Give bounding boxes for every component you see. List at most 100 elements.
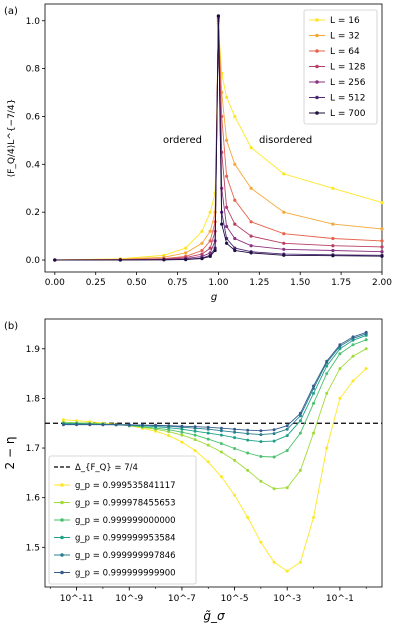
panel-b-series-line: [63, 333, 367, 436]
panel-b-x-axis-label: g̃_σ: [203, 609, 225, 623]
panel-a: (a) 0.00 0.25 0.50 0.75 1.00 1.25 1.50 1.75 2.00…: [4, 3, 392, 303]
panel-b-data-point: [206, 425, 210, 429]
panel-b-legend-marker: [60, 553, 64, 557]
panel-a-data-point: [233, 236, 237, 241]
panel-b-data-point: [233, 447, 237, 450]
panel-a-data-point: [200, 241, 204, 245]
panel-b-data-point: [193, 433, 197, 437]
panel-b-data-point: [312, 516, 315, 519]
panel-b-legend-marker: [60, 518, 64, 522]
panel-a-data-point: [225, 224, 229, 229]
panel-a-y-axis-label: ⟨F_Q/4⟩L^{−7/4}: [7, 99, 17, 178]
panel-a-data-point: [200, 257, 204, 261]
panel-b-data-point: [325, 359, 329, 363]
panel-b-data-point: [206, 443, 210, 447]
panel-a-x-axis-label: g: [211, 292, 217, 303]
panel-b-data-point: [180, 430, 184, 434]
panel-b-x-tick-label: 10^-3: [273, 594, 301, 604]
panel-b-data-point: [364, 338, 368, 342]
panel-a-legend-label: L = 64: [330, 47, 360, 57]
panel-b-legend-label: g_p = 0.999535841117: [75, 481, 176, 491]
panel-a-data-point: [380, 254, 384, 258]
panel-b-data-point: [219, 426, 223, 430]
panel-a-data-point: [249, 146, 253, 150]
panel-b-data-point: [193, 449, 197, 452]
panel-b: (b) 10^-11 10^-9 10^-7 10^-5 10^-3 10^-1 1.51…: [3, 318, 383, 623]
panel-b-y-axis-label: 2 − η: [3, 437, 17, 470]
panel-a-data-point: [380, 245, 384, 249]
panel-b-data-point: [193, 429, 197, 433]
panel-b-series-line: [63, 339, 367, 458]
panel-a-data-point: [282, 247, 286, 251]
panel-b-data-point: [246, 468, 250, 472]
panel-b-legend-marker: [60, 500, 64, 505]
panel-b-label: (b): [4, 321, 18, 332]
panel-a-data-point: [225, 174, 229, 178]
panel-a-data-point: [208, 246, 212, 250]
panel-a-data-point: [380, 227, 384, 231]
panel-a-data-point: [331, 254, 335, 258]
panel-b-data-point: [298, 431, 302, 435]
panel-b-series: [61, 330, 368, 573]
panel-b-data-point: [206, 437, 210, 441]
panel-a-data-point: [331, 186, 335, 190]
panel-b-data-point: [193, 438, 197, 442]
panel-a-data-point: [233, 246, 237, 250]
panel-a-y-tick-label: 0.0: [26, 256, 41, 266]
panel-b-data-point: [351, 343, 355, 347]
panel-b-data-point: [219, 429, 223, 433]
panel-a-y-ticks: 0.0 0.2 0.4 0.6 0.8 1.0: [26, 17, 45, 266]
panel-b-data-point: [75, 423, 79, 427]
panel-b-data-point: [206, 460, 210, 464]
panel-a-data-point: [331, 236, 335, 241]
panel-a-data-point: [213, 248, 217, 253]
panel-b-y-tick-label: 1.8: [26, 394, 41, 404]
panel-b-legend-marker: [60, 483, 64, 487]
panel-b-data-point: [233, 436, 237, 440]
panel-a-x-tick-label: 2.00: [372, 278, 392, 288]
panel-b-data-point: [233, 430, 237, 434]
panel-b-data-point: [312, 401, 315, 405]
panel-b-data-point: [325, 391, 329, 395]
panel-b-data-point: [233, 458, 237, 462]
panel-b-data-point: [259, 433, 263, 437]
panel-b-data-point: [246, 438, 250, 442]
panel-a-x-ticks: 0.00 0.25 0.50 0.75 1.00 1.25 1.50 1.75 2.00: [45, 272, 392, 288]
panel-b-data-point: [259, 479, 263, 483]
panel-b-data-point: [298, 468, 302, 472]
panel-a-data-point: [249, 220, 253, 224]
panel-b-data-point: [180, 440, 184, 444]
panel-b-legend-label: g_p = 0.999978455653: [75, 499, 176, 509]
panel-a-data-point: [225, 241, 229, 245]
panel-b-data-point: [285, 424, 289, 428]
panel-a-legend-label: L = 256: [330, 78, 366, 88]
panel-b-data-point: [246, 516, 250, 519]
panel-a-data-point: [200, 229, 204, 233]
panel-b-x-tick-label: 10^-5: [221, 594, 249, 604]
panel-a-data-point: [162, 258, 166, 262]
panel-b-data-point: [338, 352, 342, 356]
panel-b-data-point: [364, 367, 368, 371]
panel-a-data-point: [184, 251, 188, 255]
panel-a-y-tick-label: 1.0: [26, 17, 41, 27]
panel-b-data-point: [272, 455, 276, 459]
panel-b-y-tick-label: 1.7: [26, 444, 40, 454]
panel-b-data-point: [180, 433, 184, 437]
panel-b-legend-reference-label: Δ_{F_Q} = 7/4: [75, 463, 138, 473]
panel-b-x-tick-label: 10^-9: [115, 594, 143, 604]
panel-b-data-point: [298, 560, 302, 564]
panel-b-data-point: [351, 379, 355, 383]
panel-a-legend-box: [303, 9, 378, 125]
panel-a-data-point: [208, 239, 212, 243]
panel-a-data-point: [380, 250, 384, 254]
panel-a-data-point: [53, 258, 57, 262]
panel-a-data-point: [331, 222, 335, 226]
panel-b-x-ticks: 10^-11 10^-9 10^-7 10^-5 10^-3 10^-1: [49, 587, 367, 604]
panel-a-legend-marker: [315, 95, 319, 100]
panel-b-legend-marker: [60, 570, 64, 575]
panel-b-legend-entries: Δ_{F_Q} = 7/4 g_p = 0.999535841117 g_p = 0…: [54, 463, 176, 579]
panel-a-legend-label: L = 128: [330, 63, 366, 73]
panel-a-x-tick-label: 0.25: [86, 278, 106, 288]
panel-b-data-point: [298, 411, 302, 415]
panel-a-data-point: [216, 14, 220, 18]
